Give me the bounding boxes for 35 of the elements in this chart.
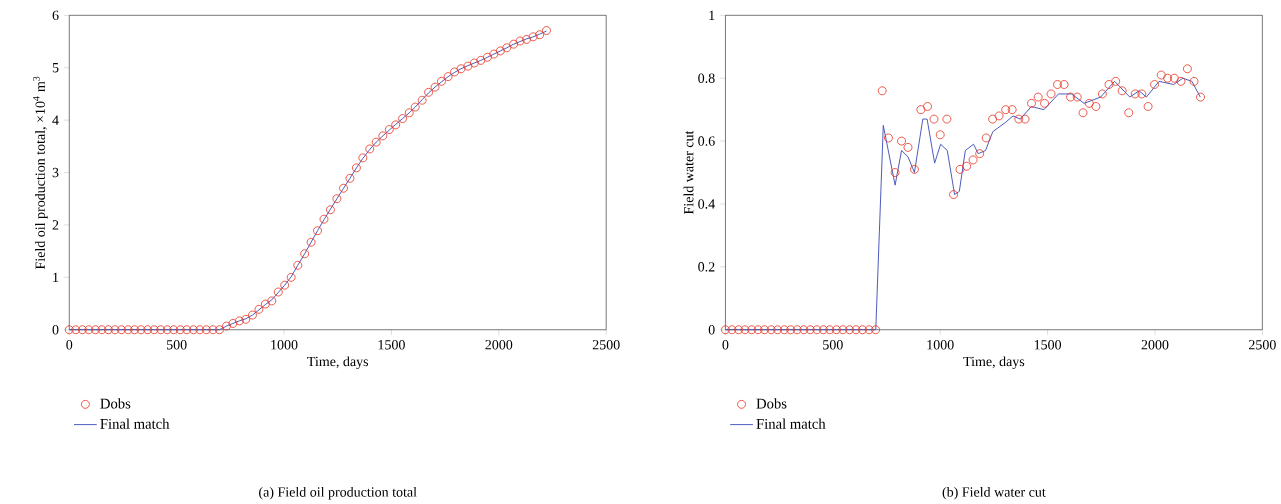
y-tick-label: 0.4	[698, 199, 715, 209]
legend-label: Dobs	[756, 398, 787, 409]
x-tick-label: 500	[166, 339, 187, 350]
legend-label: Final match	[756, 418, 826, 429]
y-tick-label: 4	[52, 115, 59, 125]
text: (a) Field oil production total	[259, 486, 417, 500]
text: (b) Field water cut	[942, 486, 1046, 500]
legend-label: Final match	[100, 418, 170, 429]
y-tick-label: 1	[709, 10, 715, 20]
x-tick-label: 2500	[1248, 339, 1276, 350]
y-tick-label: 3	[52, 167, 59, 178]
x-tick-label: 1000	[927, 339, 954, 350]
x-tick-label: 2500	[592, 339, 620, 350]
x-tick-label: 1500	[1034, 339, 1062, 350]
y-tick-label: 6	[52, 10, 59, 20]
y-tick-label: 0.6	[698, 136, 715, 146]
y-axis-title: Field oil production total, ×10$^{4}$ m$^{3}$	[33, 76, 48, 269]
x-axis-title: Time, days	[307, 356, 369, 369]
legend-label: Dobs	[100, 398, 131, 409]
y-tick-label: 0	[708, 324, 715, 335]
y-axis-title: Field water cut	[683, 130, 694, 214]
x-tick-label: 0	[722, 339, 729, 350]
x-tick-label: 2000	[485, 339, 513, 350]
x-tick-label: 0	[66, 339, 73, 350]
x-tick-label: 1000	[271, 339, 298, 350]
y-tick-label: 0.2	[698, 261, 715, 272]
y-tick-label: 0	[52, 324, 59, 335]
x-tick-label: 2000	[1141, 339, 1169, 350]
x-tick-label: 1500	[378, 339, 405, 350]
y-tick-label: 2	[52, 220, 59, 230]
x-tick-label: 500	[823, 339, 843, 350]
y-tick-label: 1	[53, 272, 59, 282]
y-tick-label: 5	[52, 62, 59, 73]
x-axis-title: Time, days	[963, 356, 1025, 369]
y-tick-label: 0.8	[698, 73, 715, 83]
